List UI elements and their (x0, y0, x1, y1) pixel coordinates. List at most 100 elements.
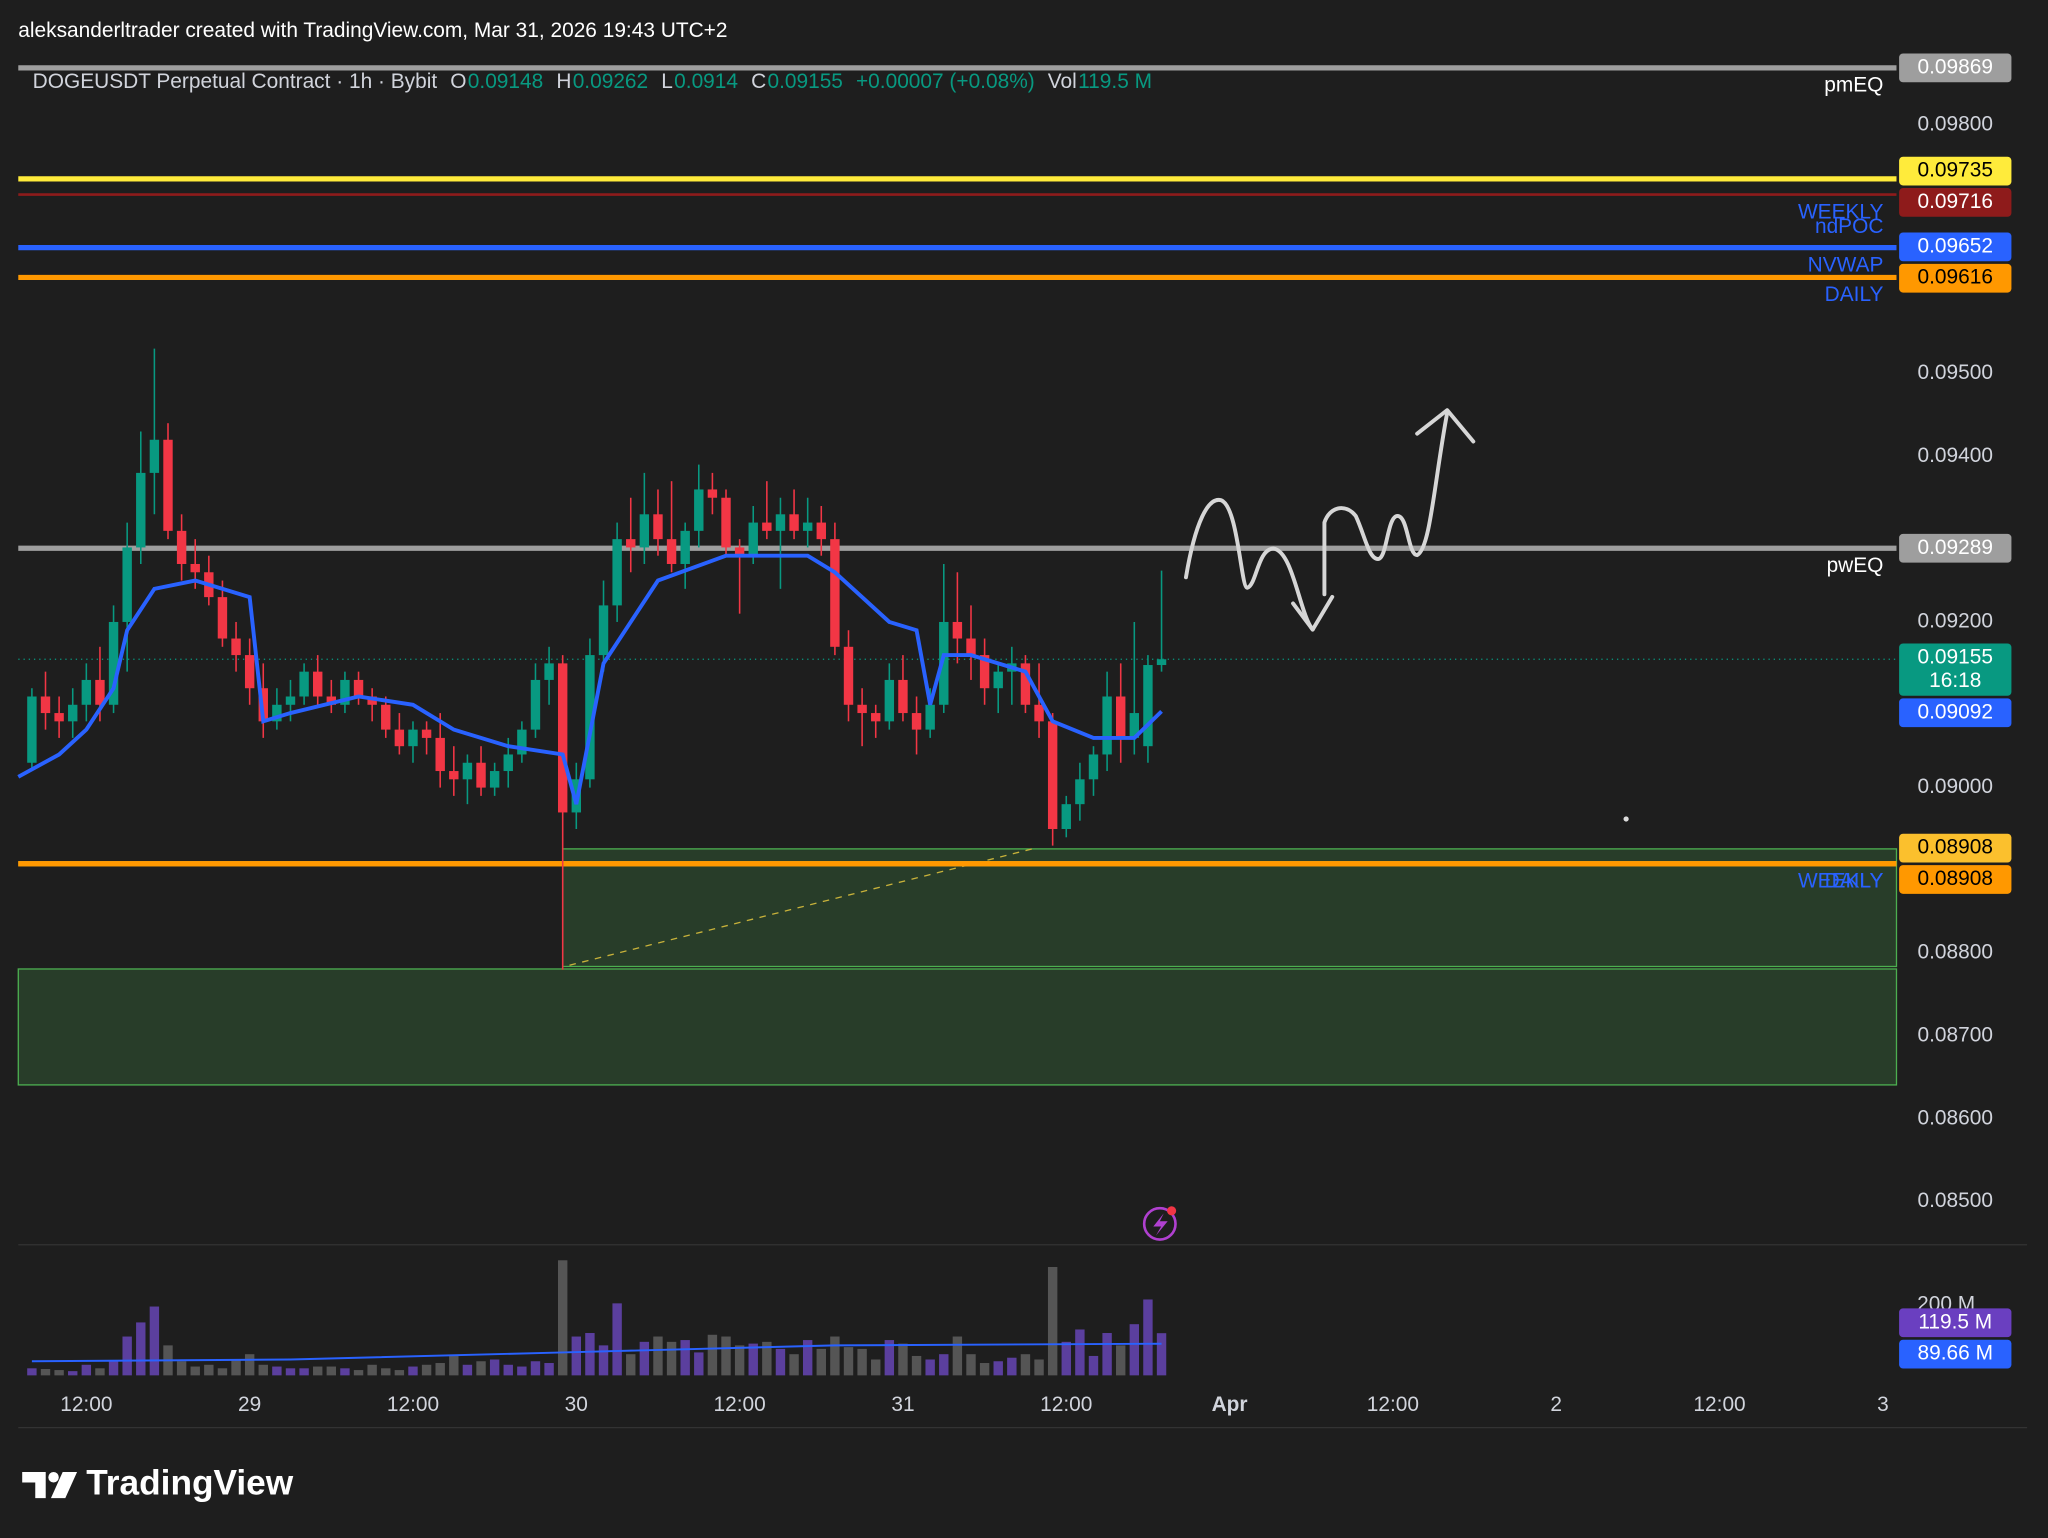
candle-body (272, 704, 282, 722)
current-price-label-box (1899, 643, 2012, 696)
level-price-label: 0.09616 (1918, 266, 1993, 289)
y-tick-label: 0.08500 (1918, 1189, 1993, 1212)
volume-ma-line (31, 1342, 1162, 1363)
level-price-label: 0.09869 (1918, 55, 1993, 78)
candle-body (517, 729, 527, 755)
current-price-label: 0.09155 (1918, 645, 1993, 668)
price-labels: 0.09869 0.09735 0.09716 0.09652 0.09616 0.092… (1899, 53, 2012, 1369)
candle-body (653, 514, 663, 540)
volume-last-label-box (1899, 1308, 2012, 1338)
alert-dot[interactable] (1167, 1206, 1177, 1216)
level-label: pmEQ (1824, 74, 1883, 97)
volume-bar (408, 1366, 418, 1376)
candle-body (707, 489, 718, 498)
volume-bar (136, 1322, 146, 1376)
volume-bar (789, 1354, 799, 1376)
legend-text: 0.09148 (468, 70, 543, 93)
candle-body (748, 522, 758, 556)
x-tick-label: Apr (1212, 1393, 1248, 1416)
volume-bar (217, 1368, 228, 1376)
candle-body (285, 696, 296, 705)
candle-body (136, 472, 146, 548)
volume-bar (285, 1368, 296, 1376)
candle-body (857, 704, 867, 714)
legend-text: 0.0914 (674, 70, 738, 93)
candle-body (1047, 721, 1058, 830)
level-price-label: 0.09652 (1918, 234, 1993, 257)
volume-bar (394, 1370, 405, 1376)
volume-bar (231, 1359, 241, 1376)
candle-body (81, 679, 92, 705)
candle-body (1102, 696, 1112, 755)
y-tick-label: 0.09400 (1918, 444, 1993, 467)
y-tick-label: 0.08700 (1918, 1024, 1993, 1047)
volume-ma-label-box (1899, 1339, 2012, 1369)
candle-body (244, 655, 255, 689)
y-tick-label: 0.09000 (1918, 775, 1993, 798)
volume-bar (598, 1345, 609, 1376)
volume-bar (244, 1354, 255, 1376)
candle-body (449, 771, 459, 780)
candle-body (367, 696, 377, 705)
candle-body (163, 439, 173, 531)
arrow-path (1184, 498, 1315, 632)
volume-bar (911, 1355, 922, 1376)
level-label: NVWAP (1808, 253, 1884, 276)
x-tick-label: 12:00 (714, 1393, 766, 1416)
candle-body (612, 539, 622, 606)
candle-body (421, 729, 432, 738)
volume-bar (108, 1361, 119, 1376)
volume-bar (326, 1366, 337, 1376)
y-tick-label: 0.08600 (1918, 1106, 1993, 1129)
candle-body (217, 597, 228, 639)
candle-body (108, 621, 119, 705)
alert-circle[interactable] (1142, 1206, 1177, 1241)
volume-bar (612, 1303, 622, 1376)
level-price-label-box (1899, 53, 2012, 83)
legend-text: 0.09155 (767, 70, 842, 93)
candle-body (353, 679, 364, 697)
candle-body (939, 621, 949, 705)
alert-bolt[interactable] (1153, 1213, 1168, 1236)
alert-icon[interactable] (1142, 1206, 1177, 1241)
legend-text: C (751, 70, 766, 93)
legend-text: DOGEUSDT Perpetual Contract · 1h · Bybit (33, 70, 438, 93)
candle-body (830, 539, 840, 647)
candle-body (313, 671, 323, 697)
level-label: WEEKLY (1798, 870, 1884, 893)
candle-body (476, 762, 486, 788)
volume-bar (190, 1366, 200, 1376)
volume-bar (476, 1361, 486, 1376)
legend-text: H (556, 70, 571, 93)
volume-bar (381, 1368, 391, 1376)
volume-bar (421, 1364, 432, 1376)
volume-bar (1061, 1341, 1071, 1376)
legend-text: L (661, 70, 673, 93)
volume-bar (884, 1340, 895, 1376)
x-tick-label: 30 (565, 1393, 588, 1416)
candle-body (911, 713, 922, 730)
candle-body (381, 704, 391, 730)
volume-bar (707, 1334, 718, 1376)
candles (17, 348, 1167, 970)
level-price-label: 0.09289 (1918, 536, 1993, 559)
volume-bar (585, 1333, 595, 1376)
y-tick-label: 0.08800 (1918, 941, 1993, 964)
volume-bar (857, 1348, 867, 1376)
volume-bar (353, 1370, 364, 1376)
volume-bar (721, 1336, 731, 1376)
volume-bar (571, 1336, 582, 1376)
volume-bar (462, 1364, 473, 1376)
legend-text: +0.00007 (+0.08%) (856, 70, 1035, 93)
volume-bar (1034, 1359, 1044, 1376)
level-label: DAILY (1825, 870, 1884, 893)
logo-mark (50, 1472, 78, 1499)
volume-bar (979, 1363, 990, 1376)
candle-body (394, 729, 405, 747)
candle-body (721, 497, 731, 548)
x-tick-label: 12:00 (1367, 1393, 1419, 1416)
candle-body (1034, 704, 1044, 722)
candle-body (816, 522, 826, 540)
